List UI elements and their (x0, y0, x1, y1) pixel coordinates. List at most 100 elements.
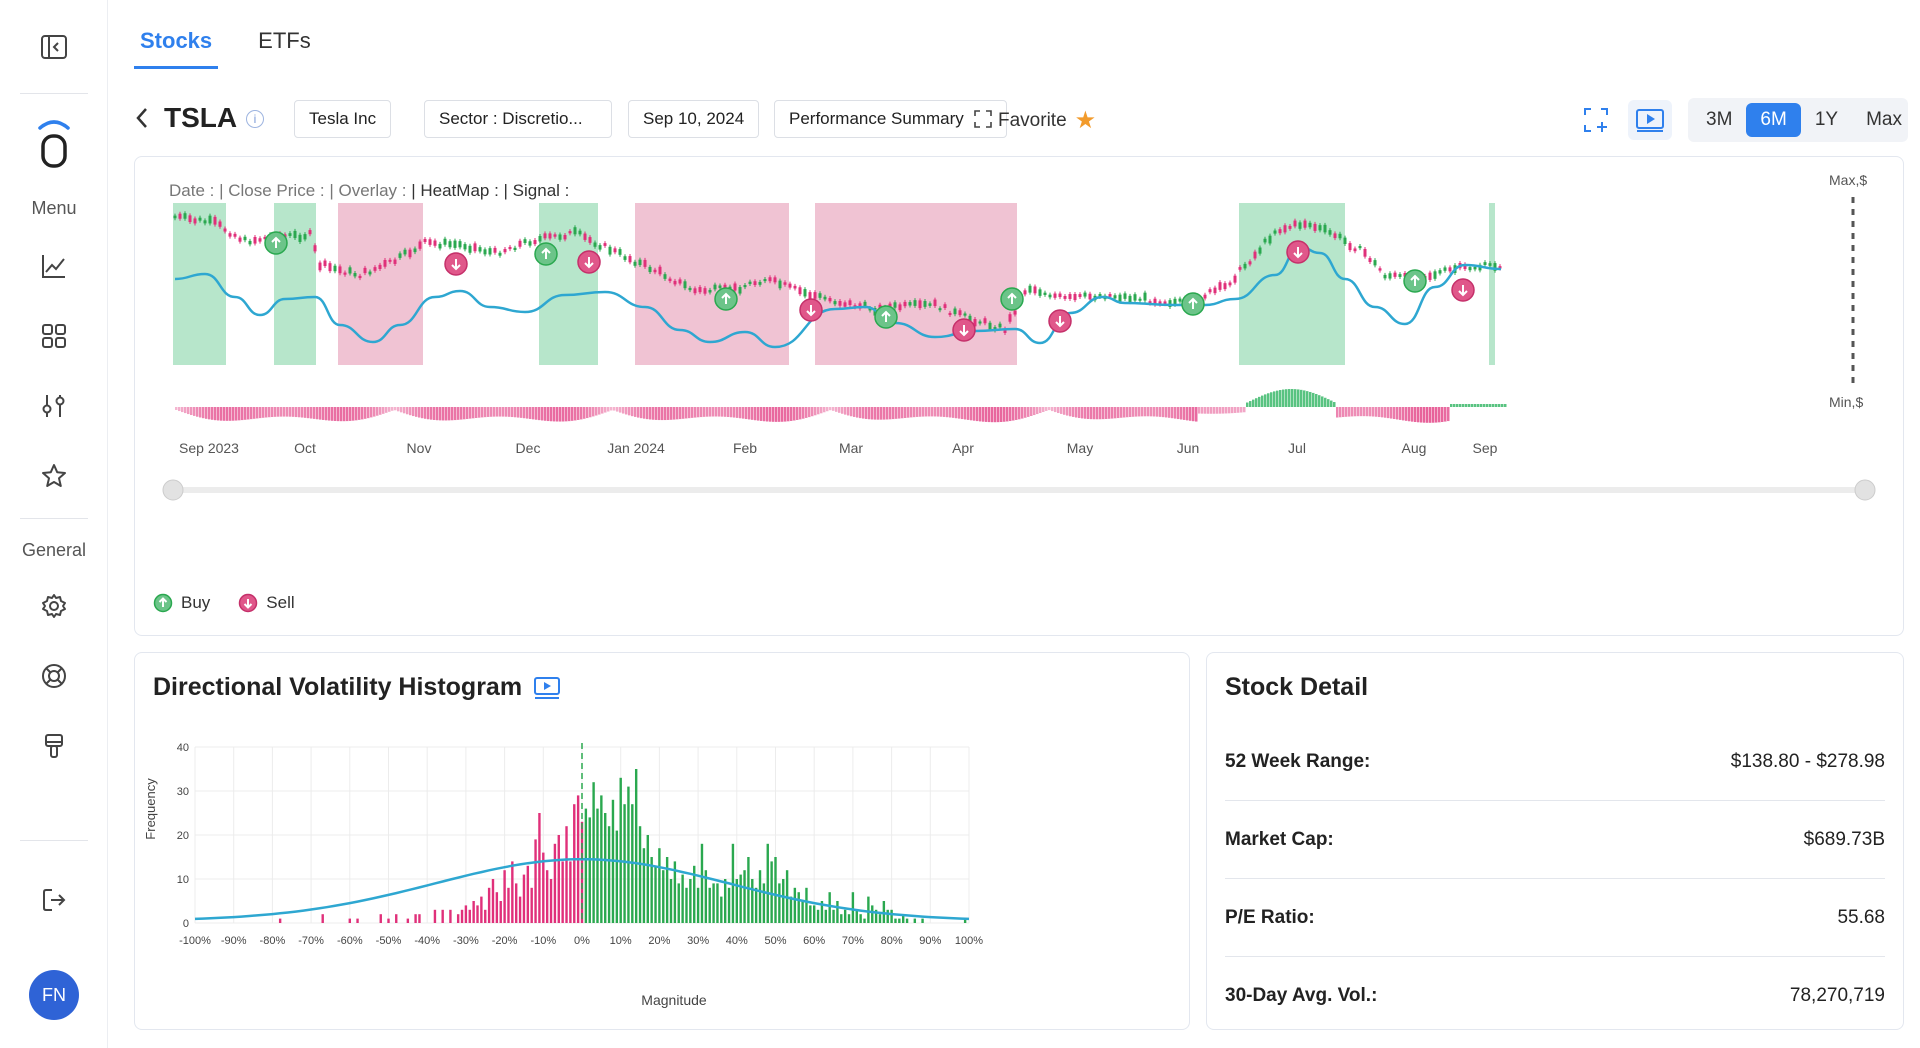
play-video-button[interactable] (1628, 100, 1672, 140)
performance-summary-label: Performance Summary (789, 109, 964, 128)
sidebar-item-favorites[interactable] (0, 456, 108, 496)
sell-signal-marker[interactable] (952, 318, 976, 342)
range-slider-right-handle[interactable] (1854, 479, 1876, 501)
sector-chip[interactable]: Sector : Discretio... (424, 100, 612, 138)
buy-signal-marker[interactable] (874, 305, 898, 329)
video-icon[interactable] (534, 676, 561, 699)
heatmap-bar (646, 407, 649, 420)
candle (1318, 225, 1322, 231)
heatmap-bar (1222, 407, 1225, 414)
range-6m[interactable]: 6M (1746, 103, 1801, 137)
heatmap-bar (799, 407, 802, 420)
heatmap-bar (1387, 407, 1390, 419)
sell-signal-marker[interactable] (1048, 309, 1072, 333)
buy-signal-marker[interactable] (714, 287, 738, 311)
heatmap-bar (1009, 407, 1012, 422)
avatar[interactable]: FN (29, 970, 79, 1020)
range-slider-left-handle[interactable] (162, 479, 184, 501)
heatmap-bar (925, 407, 928, 417)
heatmap-bar (877, 407, 880, 420)
candle (1383, 274, 1387, 279)
logout-button[interactable] (0, 880, 108, 920)
sell-signal-marker[interactable] (444, 252, 468, 276)
y-axis-label: Frequency (143, 778, 158, 840)
sidebar-item-chart[interactable] (0, 246, 108, 286)
heatmap-bar (1210, 407, 1213, 414)
histogram-bar (836, 901, 839, 923)
heatmap-bar (748, 407, 751, 420)
histogram-bar (778, 883, 781, 923)
buy-signal-marker[interactable] (1181, 292, 1205, 316)
heatmap-bar (922, 407, 925, 417)
line-chart-icon (42, 255, 65, 278)
heatmap-bar (736, 407, 739, 418)
date-chip[interactable]: Sep 10, 2024 (628, 100, 760, 138)
back-button[interactable] (134, 106, 150, 137)
tab-etfs[interactable]: ETFs (258, 28, 311, 53)
heatmap-bar (1087, 407, 1090, 419)
add-fullscreen-button[interactable] (1574, 100, 1618, 140)
info-icon[interactable]: i (246, 110, 264, 128)
histogram-bar (634, 769, 638, 923)
heatmap-bar (1141, 407, 1144, 417)
heatmap-bar (1372, 407, 1375, 417)
sell-signal-marker[interactable] (799, 298, 823, 322)
candle (603, 243, 607, 246)
candle (668, 278, 672, 282)
histogram-bar (801, 901, 804, 923)
buy-signal-marker[interactable] (1000, 287, 1024, 311)
heatmap-bar (979, 407, 982, 422)
candle (1268, 235, 1272, 244)
histogram-bar (592, 782, 595, 923)
heatmap-bar (1036, 407, 1039, 415)
sidebar-item-dashboard[interactable] (0, 316, 108, 356)
sidebar-item-support[interactable] (0, 656, 108, 696)
histogram-bar (824, 909, 828, 923)
price-chart[interactable]: Max,$ Min,$ Sep 2023 Oct Nov Dec Jan 2024 Feb… (135, 157, 1903, 577)
paint-brush-icon (45, 734, 63, 758)
histogram-bar (441, 909, 444, 923)
sell-signal-marker[interactable] (1451, 278, 1475, 302)
gear-icon (42, 594, 66, 618)
range-1y[interactable]: 1Y (1814, 109, 1839, 130)
performance-summary-button[interactable]: Performance Summary (774, 100, 1007, 138)
candle (1138, 298, 1142, 301)
heatmap-bar (1390, 407, 1393, 419)
candle (513, 247, 517, 251)
range-slider-track[interactable] (173, 487, 1865, 493)
heatmap-bar (364, 407, 367, 419)
favorite-button[interactable]: Favorite ★ (998, 106, 1096, 135)
candle (798, 287, 802, 295)
range-max[interactable]: Max (1866, 109, 1902, 130)
collapse-sidebar-button[interactable] (0, 22, 108, 72)
buy-signal-marker[interactable] (1403, 269, 1427, 293)
sell-signal-marker[interactable] (577, 250, 601, 274)
histogram-bar (549, 879, 553, 923)
heatmap-bar (1498, 404, 1501, 407)
range-3m[interactable]: 3M (1706, 109, 1733, 130)
sell-signal-marker[interactable] (1286, 240, 1310, 264)
heatmap-bar (1468, 404, 1471, 407)
heatmap-bar (586, 407, 589, 419)
heatmap-bar (664, 407, 667, 421)
candle (313, 245, 317, 252)
candle (693, 288, 697, 294)
heatmap-bar (1501, 404, 1504, 407)
sidebar-item-filters[interactable] (0, 386, 108, 426)
buy-signal-marker[interactable] (264, 231, 288, 255)
stock-detail-title: Stock Detail (1225, 673, 1369, 701)
buy-signal-marker[interactable] (534, 242, 558, 266)
heatmap-bar (1093, 407, 1096, 420)
heatmap-bar (454, 407, 457, 421)
candle (598, 245, 602, 250)
sidebar-item-themes[interactable] (0, 726, 108, 766)
candle (533, 240, 537, 245)
sidebar-item-settings[interactable] (0, 586, 108, 626)
heatmap-bar (1339, 407, 1342, 418)
month-tick-label: Oct (294, 440, 316, 456)
heatmap-bar (1471, 404, 1474, 407)
candle (658, 266, 662, 275)
candle (353, 273, 357, 277)
candle (418, 241, 422, 249)
tab-stocks[interactable]: Stocks (134, 28, 219, 69)
